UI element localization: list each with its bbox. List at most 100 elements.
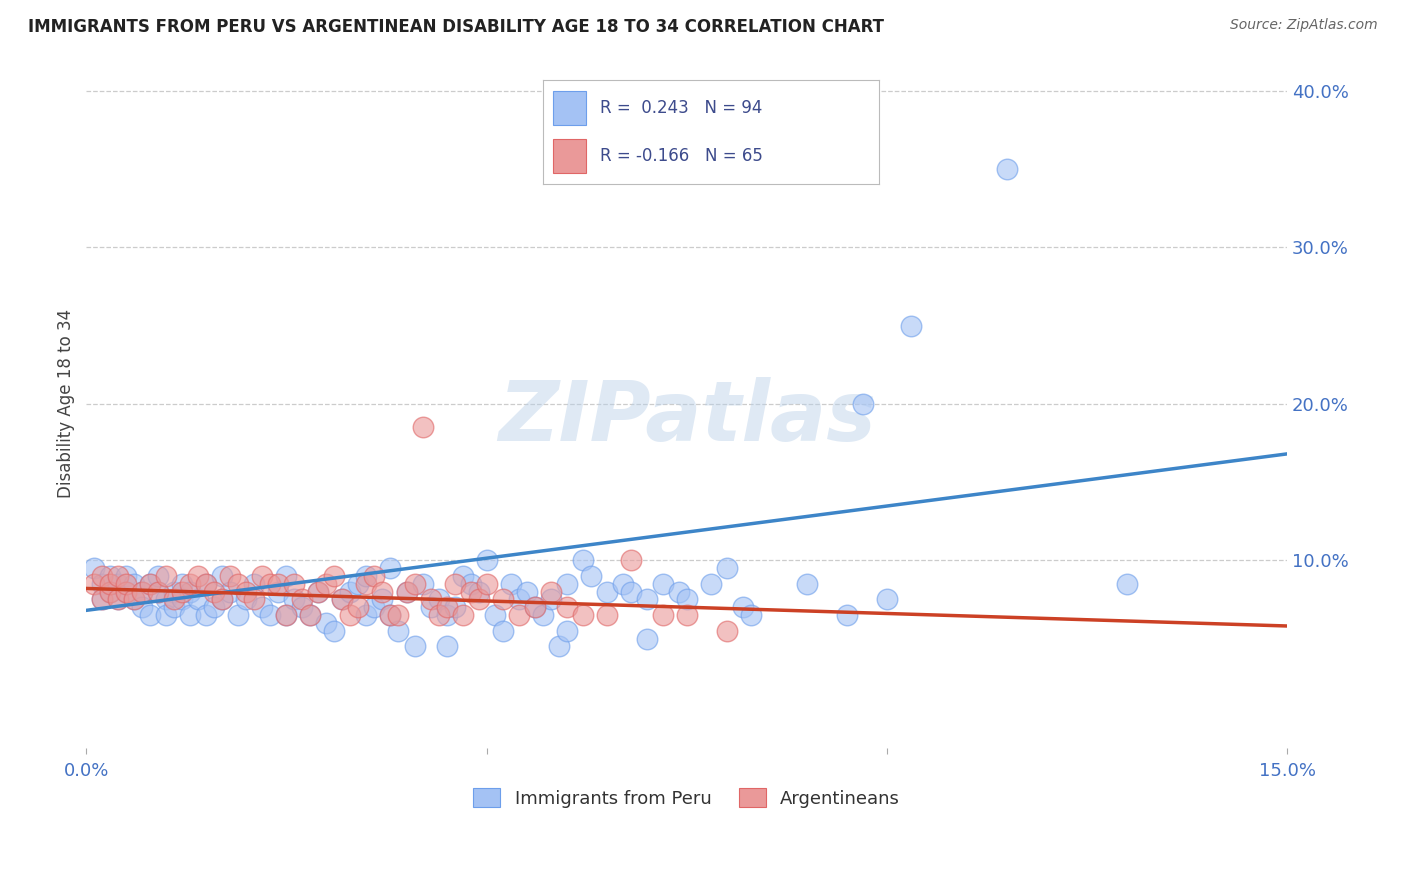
Point — [571, 553, 593, 567]
Point — [139, 608, 162, 623]
Point — [395, 584, 418, 599]
Point — [211, 592, 233, 607]
Point — [228, 608, 250, 623]
Point — [115, 584, 138, 599]
Point — [131, 584, 153, 599]
Point — [387, 608, 409, 623]
Point — [612, 576, 634, 591]
Point — [148, 569, 170, 583]
Point — [115, 569, 138, 583]
Point — [460, 584, 482, 599]
Point — [267, 576, 290, 591]
Point — [995, 162, 1018, 177]
Point — [283, 592, 305, 607]
Point — [131, 584, 153, 599]
Point — [243, 592, 266, 607]
Point — [299, 608, 322, 623]
Point — [675, 592, 697, 607]
Point — [796, 576, 818, 591]
Point — [491, 592, 513, 607]
Point — [219, 569, 242, 583]
Point — [195, 576, 218, 591]
Point — [155, 608, 177, 623]
Point — [235, 584, 257, 599]
Point — [172, 592, 194, 607]
Point — [835, 608, 858, 623]
Point — [467, 592, 489, 607]
Point — [291, 592, 314, 607]
Point — [540, 584, 562, 599]
Point — [531, 608, 554, 623]
Point — [716, 624, 738, 638]
Point — [148, 584, 170, 599]
Point — [195, 608, 218, 623]
Point — [595, 608, 617, 623]
Point — [276, 608, 298, 623]
Point — [404, 576, 426, 591]
Point — [163, 592, 186, 607]
Point — [419, 592, 441, 607]
Point — [412, 576, 434, 591]
Point — [555, 624, 578, 638]
Point — [675, 608, 697, 623]
Point — [299, 608, 322, 623]
Point — [387, 624, 409, 638]
Point — [243, 576, 266, 591]
Point — [651, 608, 673, 623]
Point — [332, 592, 354, 607]
Point — [139, 576, 162, 591]
Point — [900, 318, 922, 333]
Point — [179, 576, 201, 591]
Point — [211, 569, 233, 583]
Point — [363, 600, 385, 615]
Point — [315, 615, 337, 630]
Point — [267, 584, 290, 599]
Point — [219, 584, 242, 599]
Point — [731, 600, 754, 615]
Point — [395, 584, 418, 599]
Point — [443, 576, 465, 591]
Point — [460, 576, 482, 591]
Point — [107, 592, 129, 607]
Point — [363, 569, 385, 583]
Point — [475, 553, 498, 567]
Point — [98, 584, 121, 599]
Point — [427, 608, 450, 623]
Point — [124, 592, 146, 607]
Point — [195, 576, 218, 591]
Point — [187, 569, 209, 583]
Point — [179, 584, 201, 599]
Point — [259, 608, 281, 623]
Point — [115, 584, 138, 599]
Point — [332, 592, 354, 607]
Point — [252, 600, 274, 615]
Point — [436, 640, 458, 654]
Point — [1116, 576, 1139, 591]
Point — [155, 569, 177, 583]
Point — [716, 561, 738, 575]
Point — [484, 608, 506, 623]
Point — [259, 576, 281, 591]
Point — [91, 592, 114, 607]
Point — [98, 584, 121, 599]
Point — [163, 600, 186, 615]
Point — [107, 569, 129, 583]
Point — [636, 632, 658, 646]
Point — [91, 592, 114, 607]
Point — [323, 624, 346, 638]
Point — [179, 608, 201, 623]
Point — [508, 592, 530, 607]
Y-axis label: Disability Age 18 to 34: Disability Age 18 to 34 — [58, 310, 75, 499]
Point — [307, 584, 329, 599]
Point — [412, 420, 434, 434]
Point — [668, 584, 690, 599]
Point — [852, 397, 875, 411]
Point — [555, 576, 578, 591]
Point — [187, 592, 209, 607]
Point — [211, 592, 233, 607]
Point — [651, 576, 673, 591]
Point — [436, 600, 458, 615]
Point — [339, 584, 361, 599]
Point — [443, 600, 465, 615]
Point — [540, 592, 562, 607]
